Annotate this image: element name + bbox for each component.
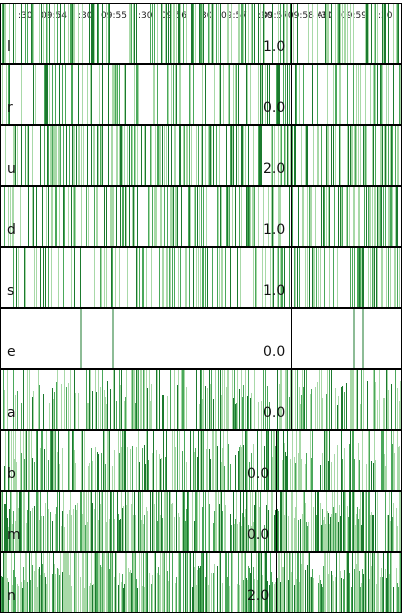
- row-value: 0.0: [263, 100, 285, 116]
- row-label: d: [7, 222, 16, 238]
- row-value: 0.0: [247, 527, 269, 543]
- event-strip-row[interactable]: s 1.0: [0, 247, 402, 308]
- row-value: 2.0: [247, 588, 269, 604]
- event-strip-svg: [0, 125, 402, 186]
- row-value: 1.0: [263, 222, 285, 238]
- event-strip-svg: [0, 369, 402, 430]
- event-strip-row[interactable]: u 2.0: [0, 125, 402, 186]
- event-strip-svg: [0, 64, 402, 125]
- row-value: 2.0: [263, 161, 285, 177]
- row-value: 0.0: [247, 466, 269, 482]
- row-label: m: [7, 527, 21, 543]
- event-strip-row[interactable]: b 0.0: [0, 430, 402, 491]
- row-label: u: [7, 161, 16, 177]
- row-value: 0.0: [263, 344, 285, 360]
- event-strip-row[interactable]: r 0.0: [0, 64, 402, 125]
- event-strip-row[interactable]: e 0.0: [0, 308, 402, 369]
- row-border: [1, 309, 402, 369]
- row-label: e: [7, 344, 16, 360]
- row-value: 0.0: [263, 405, 285, 421]
- row-border: [1, 65, 402, 125]
- event-strip-svg: [0, 308, 402, 369]
- row-label: s: [7, 283, 14, 299]
- row-label: r: [7, 100, 13, 116]
- event-strip-svg: [0, 552, 402, 613]
- row-label: a: [7, 405, 16, 421]
- row-label: l: [7, 39, 11, 55]
- row-label: n: [7, 588, 16, 604]
- event-strip-row[interactable]: d 1.0: [0, 186, 402, 247]
- row-value: 1.0: [263, 39, 285, 55]
- event-strip-svg: [0, 491, 402, 552]
- row-label: b: [7, 466, 16, 482]
- event-strip-row[interactable]: a 0.0: [0, 369, 402, 430]
- event-strip-row[interactable]: m 0.0: [0, 491, 402, 552]
- event-strip-row[interactable]: l 1.0: [0, 3, 402, 64]
- event-strip-row[interactable]: n 2.0: [0, 552, 402, 613]
- event-strip-svg: [0, 3, 402, 64]
- event-strip-svg: [0, 186, 402, 247]
- row-value: 1.0: [263, 283, 285, 299]
- event-strip-svg: [0, 430, 402, 491]
- event-strip-svg: [0, 247, 402, 308]
